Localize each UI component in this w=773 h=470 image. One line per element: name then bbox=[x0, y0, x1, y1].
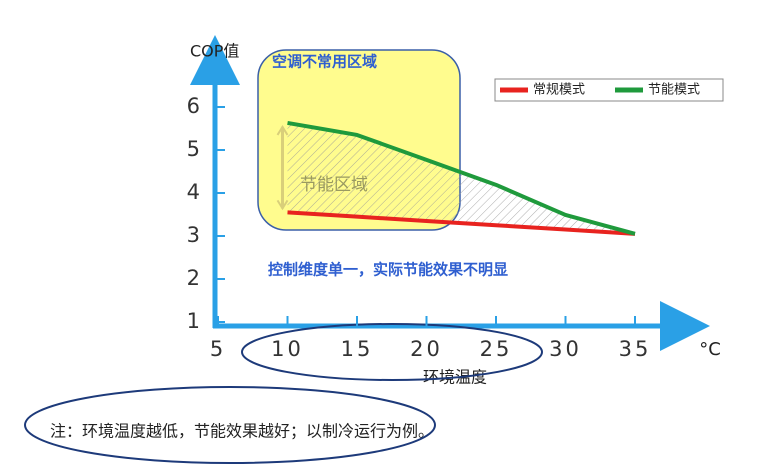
annotation: 节能区域 bbox=[300, 175, 368, 195]
annotation: 空调不常用区域 bbox=[272, 53, 377, 71]
legend-label: 常规模式 bbox=[533, 83, 585, 98]
highlight-ellipse bbox=[24, 386, 436, 464]
x-tick-label: 5 bbox=[210, 337, 226, 361]
y-tick-label: 4 bbox=[187, 180, 200, 204]
y-tick-label: 3 bbox=[187, 223, 200, 247]
annotation: 控制维度单一，实际节能效果不明显 bbox=[268, 261, 508, 279]
y-axis-label: COP值 bbox=[190, 42, 239, 61]
y-tick-label: 1 bbox=[187, 309, 200, 333]
highlight-ellipse bbox=[241, 323, 543, 381]
x-tick-label: 10 bbox=[271, 337, 304, 361]
x-tick-label: 35 bbox=[619, 337, 652, 361]
saving-area bbox=[287, 122, 635, 234]
note: 注：环境温度越低，节能效果越好；以制冷运行为例。 bbox=[50, 422, 434, 441]
y-tick-label: 6 bbox=[187, 94, 200, 118]
x-tick-label: 30 bbox=[549, 337, 582, 361]
x-tick-label: 15 bbox=[341, 337, 374, 361]
y-tick-label: 5 bbox=[187, 137, 200, 161]
saving-arrow-head bbox=[276, 125, 289, 136]
saving-arrow-head bbox=[276, 199, 289, 211]
legend bbox=[494, 78, 724, 102]
y-tick-label: 2 bbox=[187, 266, 200, 290]
series-line bbox=[287, 120, 636, 236]
legend-label: 节能模式 bbox=[648, 83, 700, 98]
series-line bbox=[287, 210, 636, 236]
x-unit: °C bbox=[699, 339, 721, 360]
x-tick-label: 20 bbox=[410, 337, 443, 361]
x-tick-label: 25 bbox=[480, 337, 513, 361]
plot-area bbox=[276, 120, 636, 236]
